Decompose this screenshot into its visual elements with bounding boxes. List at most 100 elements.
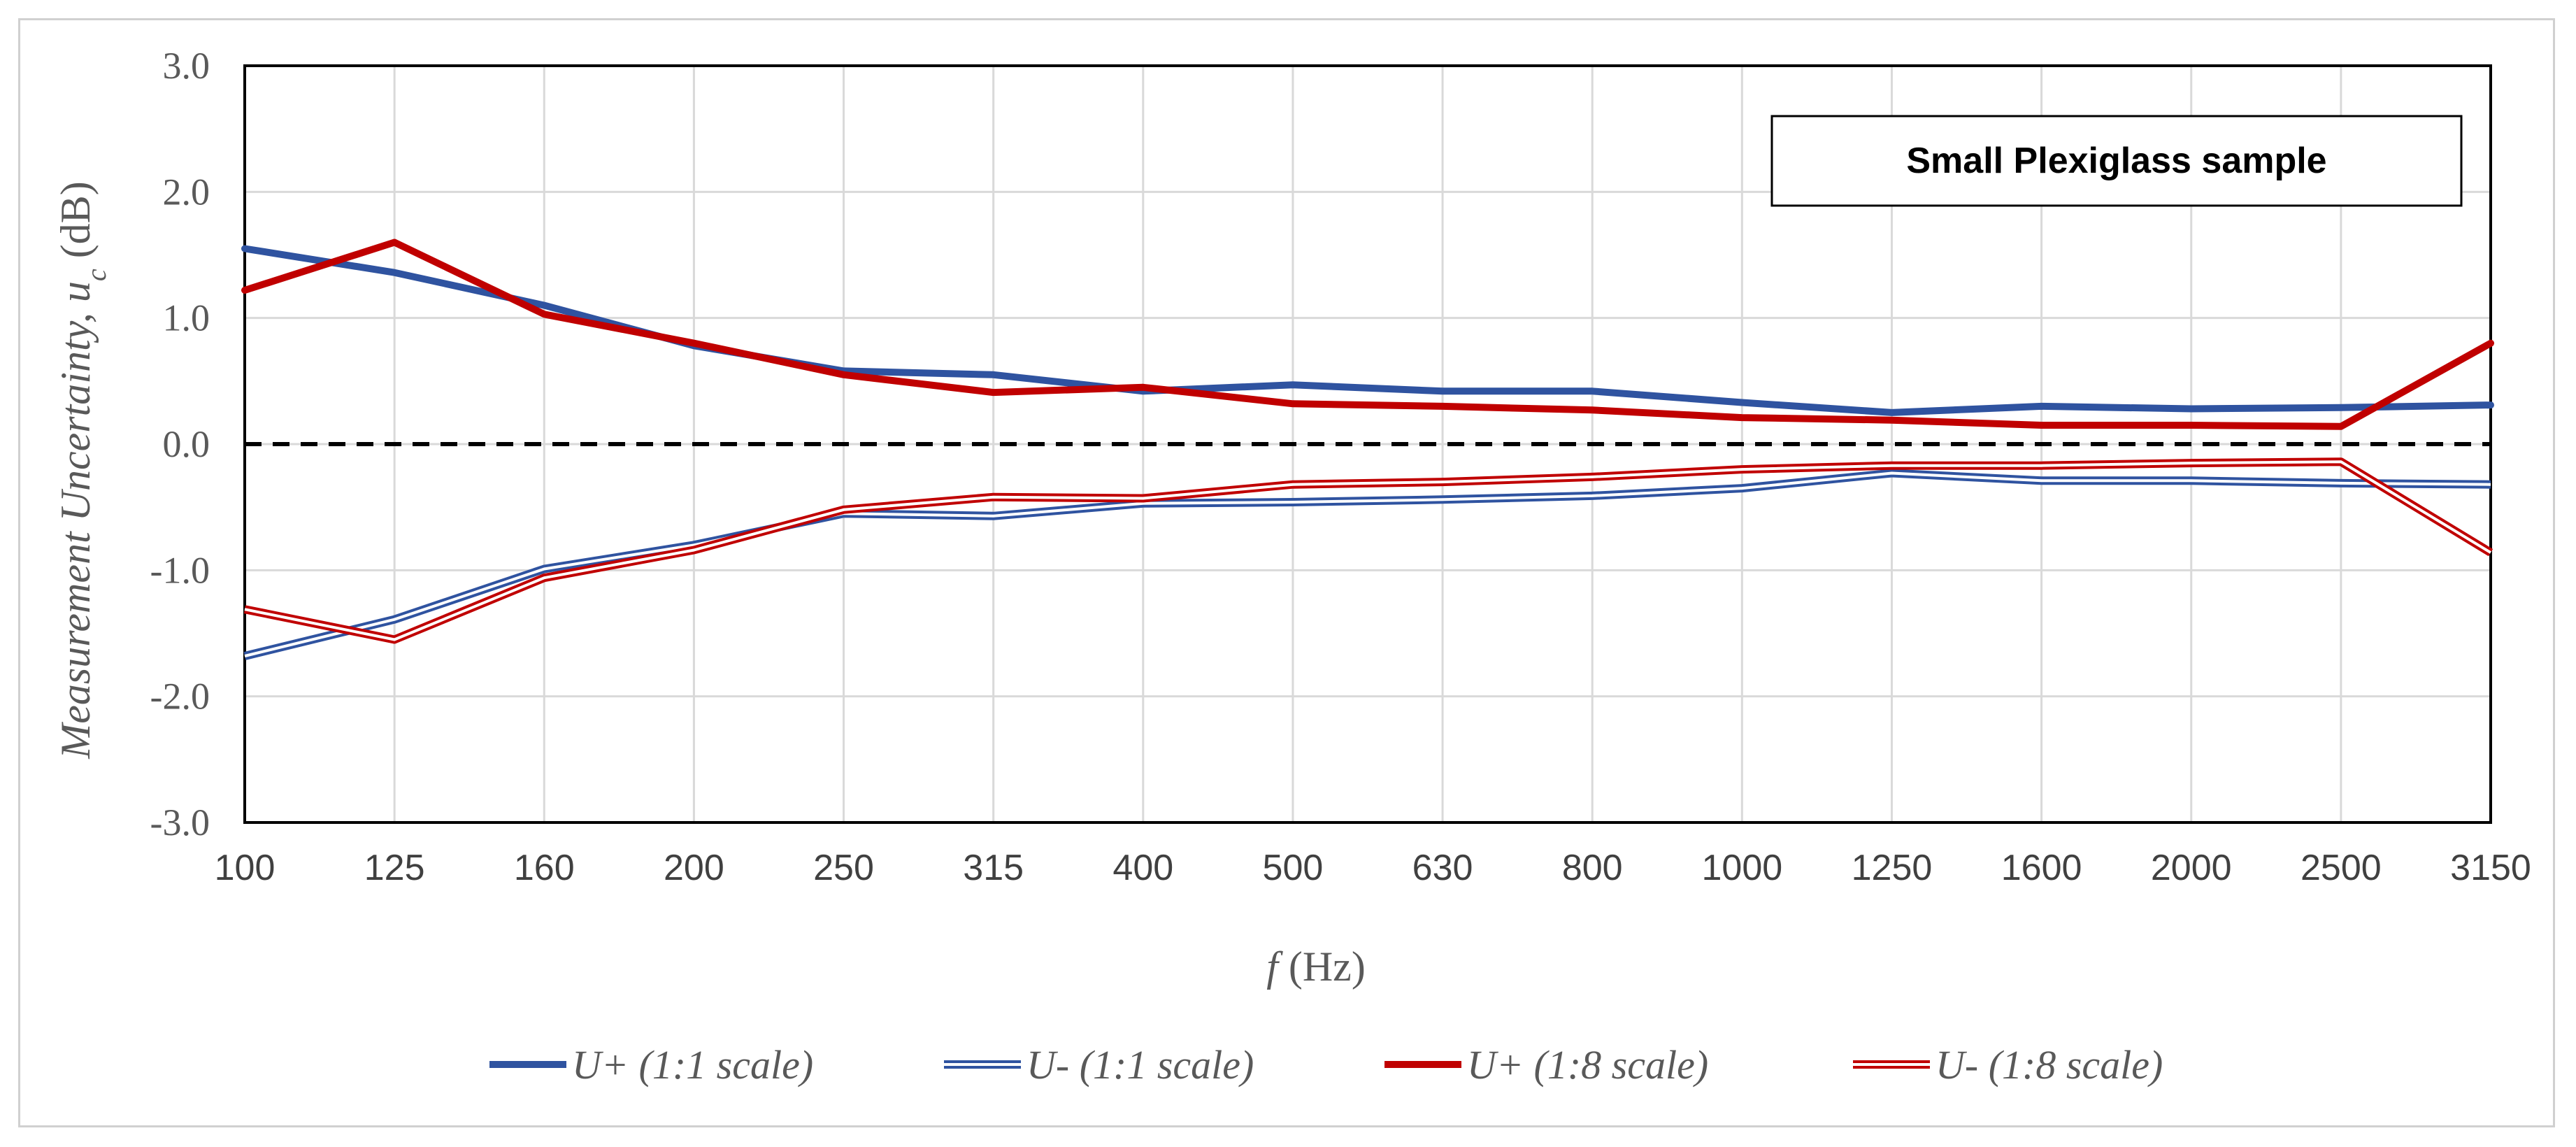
data-point (993, 515, 994, 517)
annotation-box-border (1770, 115, 2463, 207)
data-point (1143, 498, 1144, 499)
legend-label: U+ (1:8 scale) (1467, 1042, 1708, 1088)
data-point (2490, 343, 2491, 344)
data-point (394, 639, 395, 641)
data-point (1292, 501, 1294, 503)
x-tick-label: 1600 (2001, 848, 2082, 888)
x-tick-label: 800 (1562, 848, 1623, 888)
data-point (2041, 406, 2042, 407)
data-point (1591, 409, 1593, 411)
data-point (693, 343, 694, 344)
y-tick-label: 2.0 (163, 171, 210, 213)
data-point (2041, 480, 2042, 481)
legend-item: U- (1:1 scale) (944, 1042, 1254, 1088)
data-point (1741, 417, 1743, 418)
data-point (244, 290, 245, 291)
x-tick-label: 3150 (2450, 848, 2531, 888)
x-tick-label: 315 (963, 848, 1024, 888)
x-tick-label: 100 (215, 848, 276, 888)
data-point (2490, 404, 2491, 406)
x-tick-label: 2500 (2300, 848, 2382, 888)
series-line (241, 245, 2494, 416)
data-point (1591, 495, 1593, 497)
x-tick-label: 250 (813, 848, 874, 888)
data-point (1891, 472, 1892, 473)
series-line-outer (243, 457, 2493, 644)
data-point (244, 248, 245, 249)
y-tick-label: 1.0 (163, 297, 210, 339)
y-axis-title-unit: (dB) (52, 181, 99, 269)
data-point (1891, 412, 1892, 413)
series-line (241, 238, 2494, 430)
data-point (843, 374, 845, 376)
data-point (1891, 420, 1892, 421)
data-point (1591, 476, 1593, 478)
x-tick-label: 1250 (1852, 848, 1933, 888)
data-point (1442, 481, 1443, 483)
legend-item: U+ (1:8 scale) (1384, 1042, 1708, 1088)
data-point (2191, 480, 2192, 481)
data-point (993, 497, 994, 498)
data-point (394, 241, 395, 243)
annotation-box: Small Plexiglass sample (1770, 115, 2463, 207)
data-point (2340, 483, 2342, 484)
data-point (2191, 462, 2192, 464)
data-point (2191, 425, 2192, 426)
y-tick-label: -2.0 (150, 676, 210, 718)
x-tick-label: 1000 (1701, 848, 1782, 888)
x-tick-label: 2000 (2151, 848, 2232, 888)
series-line-inner (244, 471, 2491, 657)
data-point (2191, 408, 2192, 410)
data-point (1891, 465, 1892, 466)
data-point (1741, 469, 1743, 470)
x-tick-label: 630 (1412, 848, 1473, 888)
legend: U+ (1:1 scale) U- (1:1 scale) U+ (1:8 scal… (489, 1042, 2163, 1088)
data-point (1143, 387, 1144, 388)
series-line-u-1-8-scale (241, 238, 2494, 430)
data-point (2340, 461, 2342, 462)
y-tick-label: -1.0 (150, 549, 210, 591)
data-point (2490, 552, 2491, 553)
x-axis-ticks: 100 125 160 200 250 315 400 500 630 800 1000 1250 16… (215, 848, 2531, 888)
y-axis-title-main: Measurement Uncertainty, (52, 302, 99, 760)
data-point (543, 313, 545, 315)
data-point (244, 608, 245, 610)
data-point (693, 544, 694, 546)
series-line-u-1-1-scale (241, 245, 2494, 416)
y-tick-label: -3.0 (150, 802, 210, 843)
data-point (394, 619, 395, 620)
x-axis-title: f (Hz) (1266, 943, 1366, 990)
data-point (993, 392, 994, 393)
x-tick-label: 500 (1263, 848, 1324, 888)
data-point (2490, 484, 2491, 485)
legend-item: U+ (1:1 scale) (489, 1042, 813, 1088)
data-point (843, 509, 845, 511)
data-point (993, 374, 994, 376)
data-point (394, 272, 395, 273)
data-point (543, 577, 545, 578)
x-axis-title-unit: (Hz) (1278, 943, 1366, 990)
data-point (1292, 403, 1294, 404)
data-point (2041, 465, 2042, 466)
data-point (1292, 384, 1294, 385)
data-point (244, 655, 245, 657)
data-point (2340, 407, 2342, 408)
legend-label: U- (1:8 scale) (1935, 1042, 2163, 1088)
data-point (543, 305, 545, 306)
y-axis-title: Measurement Uncertainty, uc (dB) (52, 181, 112, 759)
series-line-inner (244, 460, 2492, 641)
data-point (1143, 503, 1144, 504)
y-tick-label: 0.0 (163, 423, 210, 465)
data-point (1591, 390, 1593, 392)
y-axis-ticks: 3.0 2.0 1.0 0.0 -1.0 -2.0 -3.0 (150, 45, 210, 843)
series-line-u-1-8-scale (243, 457, 2493, 644)
legend-label: U- (1:1 scale) (1026, 1042, 1254, 1088)
x-tick-label: 160 (514, 848, 575, 888)
series-line-u-1-1-scale (243, 469, 2491, 660)
annotation-text: Small Plexiglass sample (1906, 141, 2326, 181)
series-layer (241, 238, 2494, 660)
data-point (1442, 499, 1443, 500)
data-point (2041, 425, 2042, 426)
data-point (1741, 401, 1743, 403)
x-tick-label: 125 (364, 848, 425, 888)
